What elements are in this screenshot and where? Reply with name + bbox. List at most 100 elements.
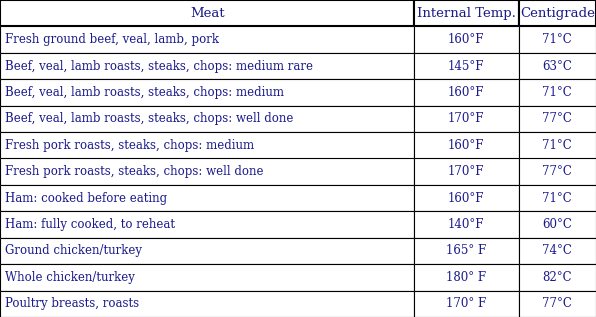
Text: 160°F: 160°F (448, 191, 485, 205)
Bar (0, 106, 414, 132)
Text: 160°F: 160°F (448, 139, 485, 152)
Bar (0, 185, 414, 211)
Bar (519, 211, 596, 238)
Bar (0, 79, 414, 106)
Bar (414, 53, 519, 79)
Bar (0, 79, 414, 106)
Bar (519, 53, 596, 79)
Bar (519, 211, 596, 238)
Bar (0, 185, 414, 211)
Bar (414, 158, 519, 185)
Bar (414, 106, 519, 132)
Text: Ground chicken/turkey: Ground chicken/turkey (5, 244, 142, 257)
Bar (519, 79, 596, 106)
Bar (519, 158, 596, 185)
Text: Ham: cooked before eating: Ham: cooked before eating (5, 191, 167, 205)
Text: 145°F: 145°F (448, 60, 485, 73)
Bar (519, 26, 596, 53)
Text: Fresh ground beef, veal, lamb, pork: Fresh ground beef, veal, lamb, pork (5, 33, 219, 46)
Bar (0, 158, 414, 185)
Text: Beef, veal, lamb roasts, steaks, chops: medium: Beef, veal, lamb roasts, steaks, chops: … (5, 86, 284, 99)
Text: 170°F: 170°F (448, 112, 485, 126)
Bar (414, 238, 519, 264)
Text: 82°C: 82°C (542, 271, 572, 284)
Bar (414, 106, 519, 132)
Bar (414, 79, 519, 106)
Bar (519, 291, 596, 317)
Bar (519, 0, 596, 26)
Bar (519, 53, 596, 79)
Text: 71°C: 71°C (542, 139, 572, 152)
Bar (519, 26, 596, 53)
Bar (414, 211, 519, 238)
Bar (414, 26, 519, 53)
Text: 180° F: 180° F (446, 271, 486, 284)
Bar (414, 0, 519, 26)
Bar (519, 185, 596, 211)
Text: 63°C: 63°C (542, 60, 572, 73)
Bar (519, 264, 596, 291)
Bar (0, 0, 414, 26)
Text: Ham: fully cooked, to reheat: Ham: fully cooked, to reheat (5, 218, 175, 231)
Bar (414, 185, 519, 211)
Bar (519, 106, 596, 132)
Bar (519, 264, 596, 291)
Text: 160°F: 160°F (448, 33, 485, 46)
Text: 160°F: 160°F (448, 86, 485, 99)
Bar (0, 264, 414, 291)
Text: Fresh pork roasts, steaks, chops: medium: Fresh pork roasts, steaks, chops: medium (5, 139, 254, 152)
Bar (414, 185, 519, 211)
Text: Meat: Meat (190, 7, 225, 20)
Bar (414, 291, 519, 317)
Text: 77°C: 77°C (542, 297, 572, 310)
Bar (414, 238, 519, 264)
Text: 140°F: 140°F (448, 218, 485, 231)
Text: 77°C: 77°C (542, 112, 572, 126)
Bar (0, 132, 414, 158)
Bar (0, 211, 414, 238)
Text: 165° F: 165° F (446, 244, 486, 257)
Bar (414, 0, 519, 26)
Text: 77°C: 77°C (542, 165, 572, 178)
Bar (519, 0, 596, 26)
Text: 60°C: 60°C (542, 218, 572, 231)
Bar (519, 106, 596, 132)
Text: Poultry breasts, roasts: Poultry breasts, roasts (5, 297, 139, 310)
Bar (519, 132, 596, 158)
Bar (519, 132, 596, 158)
Bar (414, 211, 519, 238)
Bar (414, 264, 519, 291)
Bar (0, 264, 414, 291)
Bar (0, 211, 414, 238)
Bar (0, 291, 414, 317)
Bar (0, 106, 414, 132)
Bar (414, 132, 519, 158)
Bar (414, 26, 519, 53)
Bar (0, 132, 414, 158)
Bar (519, 185, 596, 211)
Bar (519, 79, 596, 106)
Text: 170° F: 170° F (446, 297, 486, 310)
Text: 74°C: 74°C (542, 244, 572, 257)
Bar (414, 79, 519, 106)
Bar (0, 26, 414, 53)
Bar (519, 158, 596, 185)
Bar (0, 53, 414, 79)
Text: Internal Temp.: Internal Temp. (417, 7, 516, 20)
Text: Fresh pork roasts, steaks, chops: well done: Fresh pork roasts, steaks, chops: well d… (5, 165, 263, 178)
Bar (519, 238, 596, 264)
Text: 71°C: 71°C (542, 33, 572, 46)
Bar (0, 238, 414, 264)
Bar (519, 238, 596, 264)
Text: 71°C: 71°C (542, 86, 572, 99)
Bar (0, 0, 414, 26)
Bar (414, 158, 519, 185)
Bar (414, 53, 519, 79)
Bar (414, 291, 519, 317)
Text: Whole chicken/turkey: Whole chicken/turkey (5, 271, 135, 284)
Text: Beef, veal, lamb roasts, steaks, chops: medium rare: Beef, veal, lamb roasts, steaks, chops: … (5, 60, 313, 73)
Bar (0, 53, 414, 79)
Bar (414, 132, 519, 158)
Bar (0, 238, 414, 264)
Bar (0, 26, 414, 53)
